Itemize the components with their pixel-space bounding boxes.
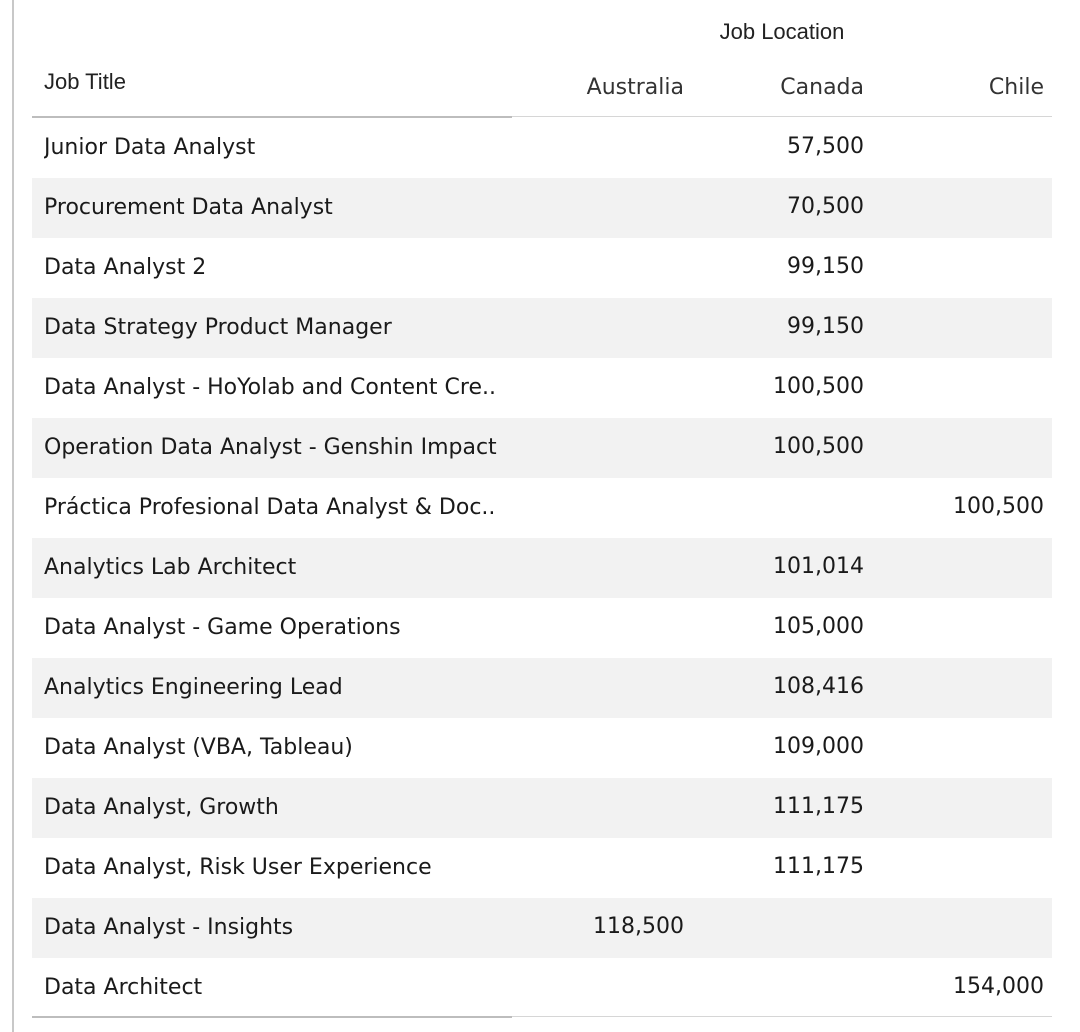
value-cell: 99,150 <box>787 254 864 279</box>
table-row[interactable]: Práctica Profesional Data Analyst & Doc.… <box>32 478 1052 538</box>
value-cell <box>864 418 1044 478</box>
value-cell: 108,416 <box>773 674 864 699</box>
value-cell <box>864 658 1044 718</box>
value-cell <box>504 538 684 598</box>
value-cell: 70,500 <box>787 194 864 219</box>
value-cell <box>504 118 684 178</box>
table-row[interactable]: Data Architect 154,000 <box>32 958 1052 1018</box>
job-title-cell: Data Analyst - Insights <box>44 915 294 940</box>
job-title-cell: Data Analyst - Game Operations <box>44 615 401 640</box>
job-title-cell: Data Strategy Product Manager <box>44 315 392 340</box>
value-cell <box>864 598 1044 658</box>
value-cell <box>504 718 684 778</box>
value-cell <box>504 358 684 418</box>
value-cell <box>864 538 1044 598</box>
table-body: Junior Data Analyst 57,500 Procurement Dat… <box>32 118 1052 1018</box>
value-cell <box>864 358 1044 418</box>
job-title-cell: Junior Data Analyst <box>44 135 256 160</box>
value-cell <box>864 778 1044 838</box>
column-header-canada[interactable]: Canada <box>780 75 864 100</box>
column-header-australia[interactable]: Australia <box>586 75 684 100</box>
column-header-chile[interactable]: Chile <box>988 75 1044 100</box>
value-cell <box>504 658 684 718</box>
job-title-cell: Data Analyst, Growth <box>44 795 279 820</box>
job-title-cell: Data Analyst 2 <box>44 255 207 280</box>
column-group-header: Job Location <box>719 19 845 44</box>
value-cell <box>864 838 1044 898</box>
value-cell <box>504 478 684 538</box>
job-title-cell: Data Architect <box>44 975 203 1000</box>
value-cell <box>864 178 1044 238</box>
table-row[interactable]: Junior Data Analyst 57,500 <box>32 118 1052 178</box>
table-row[interactable]: Data Analyst 2 99,150 <box>32 238 1052 298</box>
table-row[interactable]: Data Analyst - Insights 118,500 <box>32 898 1052 958</box>
value-cell <box>504 778 684 838</box>
crosstab-table: Job Location Job Title Australia Canada … <box>32 0 1052 1032</box>
job-title-cell: Data Analyst, Risk User Experience <box>44 855 432 880</box>
value-cell <box>684 898 864 958</box>
job-title-cell: Práctica Profesional Data Analyst & Doc.… <box>44 495 496 520</box>
value-cell: 100,500 <box>773 374 864 399</box>
value-cell: 105,000 <box>773 614 864 639</box>
value-cell: 109,000 <box>773 734 864 759</box>
value-cell: 57,500 <box>787 134 864 159</box>
value-cell: 100,500 <box>773 434 864 459</box>
table-row[interactable]: Analytics Lab Architect 101,014 <box>32 538 1052 598</box>
value-cell: 101,014 <box>773 554 864 579</box>
value-cell <box>684 478 864 538</box>
value-cell <box>504 838 684 898</box>
footer-divider-right <box>512 1016 1052 1017</box>
value-cell <box>684 958 864 1018</box>
header-divider-left <box>32 116 512 118</box>
value-cell: 154,000 <box>953 974 1044 999</box>
table-row[interactable]: Data Analyst - HoYolab and Content Cre..… <box>32 358 1052 418</box>
value-cell <box>504 958 684 1018</box>
table-row[interactable]: Data Analyst (VBA, Tableau) 109,000 <box>32 718 1052 778</box>
footer-divider-left <box>32 1016 512 1018</box>
table-row[interactable]: Data Analyst, Growth 111,175 <box>32 778 1052 838</box>
job-title-cell: Data Analyst - HoYolab and Content Cre.. <box>44 375 496 400</box>
value-cell <box>504 418 684 478</box>
table-row[interactable]: Operation Data Analyst - Genshin Impact 1… <box>32 418 1052 478</box>
table-row[interactable]: Data Strategy Product Manager 99,150 <box>32 298 1052 358</box>
value-cell <box>504 178 684 238</box>
value-cell <box>504 598 684 658</box>
table-row[interactable]: Data Analyst, Risk User Experience 111,17… <box>32 838 1052 898</box>
value-cell <box>864 118 1044 178</box>
job-title-cell: Data Analyst (VBA, Tableau) <box>44 735 353 760</box>
value-cell: 118,500 <box>593 914 684 939</box>
value-cell: 111,175 <box>773 794 864 819</box>
left-border-rule <box>12 0 14 1032</box>
job-title-cell: Analytics Engineering Lead <box>44 675 343 700</box>
value-cell <box>864 238 1044 298</box>
value-cell <box>864 298 1044 358</box>
value-cell <box>864 898 1044 958</box>
row-header-label: Job Title <box>44 69 126 94</box>
value-cell: 100,500 <box>953 494 1044 519</box>
table-row[interactable]: Data Analyst - Game Operations 105,000 <box>32 598 1052 658</box>
value-cell: 99,150 <box>787 314 864 339</box>
value-cell <box>504 298 684 358</box>
value-cell <box>504 238 684 298</box>
table-row[interactable]: Procurement Data Analyst 70,500 <box>32 178 1052 238</box>
job-title-cell: Procurement Data Analyst <box>44 195 333 220</box>
value-cell <box>864 718 1044 778</box>
job-title-cell: Operation Data Analyst - Genshin Impact <box>44 435 497 460</box>
header-divider-right <box>512 116 1052 117</box>
table-row[interactable]: Analytics Engineering Lead 108,416 <box>32 658 1052 718</box>
job-title-cell: Analytics Lab Architect <box>44 555 297 580</box>
value-cell: 111,175 <box>773 854 864 879</box>
